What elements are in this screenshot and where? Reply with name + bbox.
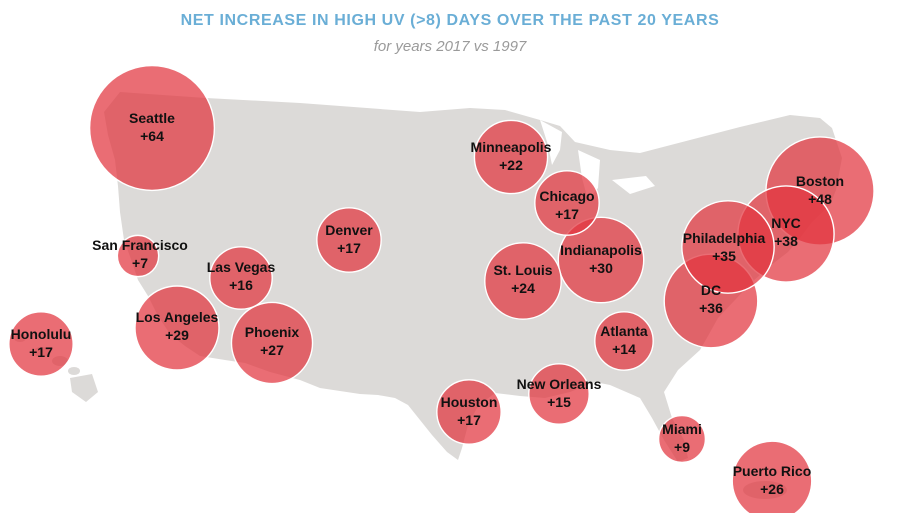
city-label-seattle: Seattle +64 bbox=[129, 110, 175, 144]
city-value: +30 bbox=[589, 260, 613, 276]
city-name: Indianapolis bbox=[560, 242, 642, 258]
bubble-miami bbox=[657, 414, 707, 464]
city-value: +26 bbox=[760, 481, 784, 497]
city-value: +38 bbox=[774, 233, 798, 249]
city-name: Boston bbox=[796, 173, 844, 189]
city-value: +17 bbox=[457, 412, 481, 428]
city-value: +64 bbox=[140, 128, 164, 144]
bubble-chicago bbox=[534, 170, 600, 236]
city-name: Houston bbox=[441, 394, 498, 410]
city-value: +7 bbox=[132, 255, 148, 271]
city-bubbles bbox=[8, 64, 875, 513]
city-name: Los Angeles bbox=[136, 309, 219, 325]
bubble-phoenix bbox=[230, 301, 314, 385]
city-name: Phoenix bbox=[245, 324, 300, 340]
city-name: Puerto Rico bbox=[733, 463, 812, 479]
bubble-philadelphia bbox=[681, 200, 775, 294]
city-value: +16 bbox=[229, 277, 253, 293]
city-name: NYC bbox=[771, 215, 801, 231]
city-label-indianapolis: Indianapolis +30 bbox=[560, 242, 642, 276]
city-name: St. Louis bbox=[493, 262, 552, 278]
city-value: +17 bbox=[555, 206, 579, 222]
city-label-minneapolis: Minneapolis +22 bbox=[471, 139, 552, 173]
city-label-chicago: Chicago +17 bbox=[539, 188, 594, 222]
city-name: Philadelphia bbox=[683, 230, 766, 246]
city-label-new-orleans: New Orleans +15 bbox=[517, 376, 602, 410]
city-value: +14 bbox=[612, 341, 636, 357]
bubble-new-orleans bbox=[528, 363, 590, 425]
city-name: Seattle bbox=[129, 110, 175, 126]
city-value: +17 bbox=[337, 240, 361, 256]
city-value: +22 bbox=[499, 157, 523, 173]
bubble-san-francisco bbox=[116, 234, 160, 278]
city-label-los-angeles: Los Angeles +29 bbox=[136, 309, 219, 343]
map-title: NET INCREASE IN HIGH UV (>8) DAYS OVER T… bbox=[180, 12, 720, 29]
city-name: Las Vegas bbox=[207, 259, 276, 275]
bubble-seattle bbox=[88, 64, 216, 192]
city-name: New Orleans bbox=[517, 376, 602, 392]
city-label-philadelphia: Philadelphia +35 bbox=[683, 230, 766, 264]
city-label-atlanta: Atlanta +14 bbox=[600, 323, 648, 357]
map-subtitle: for years 2017 vs 1997 bbox=[373, 38, 527, 55]
city-label-boston: Boston +48 bbox=[796, 173, 844, 207]
city-value: +35 bbox=[712, 248, 736, 264]
bubble-atlanta bbox=[594, 311, 654, 371]
bubble-honolulu bbox=[8, 311, 74, 377]
bubble-st-louis bbox=[484, 242, 562, 320]
city-label-puerto-rico: Puerto Rico +26 bbox=[733, 463, 812, 497]
city-label-honolulu: Honolulu +17 bbox=[11, 326, 72, 360]
city-name: San Francisco bbox=[92, 237, 188, 253]
city-label-miami: Miami +9 bbox=[662, 421, 702, 455]
city-name: Denver bbox=[325, 222, 373, 238]
city-label-denver: Denver +17 bbox=[325, 222, 373, 256]
city-label-dc: DC +36 bbox=[699, 282, 723, 316]
city-name: Minneapolis bbox=[471, 139, 552, 155]
city-value: +29 bbox=[165, 327, 189, 343]
bubble-las-vegas bbox=[209, 246, 273, 310]
bubble-indianapolis bbox=[557, 216, 645, 304]
bubble-houston bbox=[436, 379, 502, 445]
city-name: Honolulu bbox=[11, 326, 72, 342]
city-label-nyc: NYC +38 bbox=[771, 215, 801, 249]
city-name: DC bbox=[701, 282, 721, 298]
bubble-los-angeles bbox=[134, 285, 220, 371]
bubble-denver bbox=[316, 207, 382, 273]
city-value: +17 bbox=[29, 344, 53, 360]
city-value: +9 bbox=[674, 439, 690, 455]
city-value: +48 bbox=[808, 191, 832, 207]
bubble-minneapolis bbox=[473, 119, 549, 195]
city-label-las-vegas: Las Vegas +16 bbox=[207, 259, 276, 293]
city-labels: Seattle +64 Minneapolis +22 Chicago +17 Boston… bbox=[11, 110, 844, 497]
bubble-puerto-rico bbox=[731, 440, 813, 513]
city-label-houston: Houston +17 bbox=[441, 394, 498, 428]
city-name: Chicago bbox=[539, 188, 594, 204]
city-label-phoenix: Phoenix +27 bbox=[245, 324, 300, 358]
city-name: Miami bbox=[662, 421, 702, 437]
city-label-st-louis: St. Louis +24 bbox=[493, 262, 552, 296]
city-value: +24 bbox=[511, 280, 535, 296]
great-lakes-shape bbox=[540, 120, 655, 200]
city-value: +36 bbox=[699, 300, 723, 316]
city-name: Atlanta bbox=[600, 323, 648, 339]
city-value: +27 bbox=[260, 342, 284, 358]
city-value: +15 bbox=[547, 394, 571, 410]
city-label-san-francisco: San Francisco +7 bbox=[92, 237, 188, 271]
